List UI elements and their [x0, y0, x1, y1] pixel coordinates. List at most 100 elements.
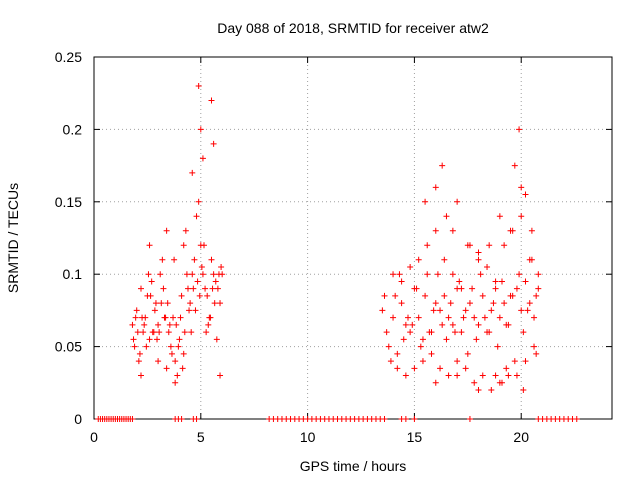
data-point — [191, 256, 198, 263]
data-point — [405, 314, 412, 321]
data-point — [167, 343, 174, 350]
data-point — [526, 256, 533, 263]
data-point — [498, 278, 505, 285]
data-point — [454, 358, 461, 365]
data-point — [507, 227, 514, 234]
data-point — [422, 198, 429, 205]
data-point — [385, 343, 392, 350]
data-point — [441, 256, 448, 263]
data-point — [522, 358, 529, 365]
x-axis-label: GPS time / hours — [300, 458, 407, 474]
data-point — [172, 379, 179, 386]
data-point — [130, 336, 137, 343]
data-point — [424, 271, 431, 278]
data-point — [498, 379, 505, 386]
data-point — [516, 271, 523, 278]
data-point — [129, 321, 136, 328]
data-point — [492, 278, 499, 285]
data-point — [162, 314, 169, 321]
data-point — [535, 285, 542, 292]
data-point — [484, 263, 491, 270]
data-point — [471, 314, 478, 321]
data-point — [136, 350, 143, 357]
data-point — [511, 162, 518, 169]
data-point — [189, 271, 196, 278]
data-point — [533, 292, 540, 299]
data-point — [479, 372, 486, 379]
data-point — [503, 321, 510, 328]
y-tick-label: 0.2 — [63, 121, 83, 137]
data-point — [492, 372, 499, 379]
data-point — [432, 300, 439, 307]
data-point — [407, 263, 414, 270]
data-point — [443, 213, 450, 220]
data-point — [158, 300, 165, 307]
data-point — [390, 271, 397, 278]
data-point — [475, 249, 482, 256]
data-point — [217, 372, 224, 379]
data-point — [520, 387, 527, 394]
data-point — [178, 416, 185, 422]
data-point — [381, 292, 388, 299]
data-point — [207, 314, 214, 321]
data-point — [187, 300, 194, 307]
gridlines — [94, 57, 612, 419]
data-point — [486, 329, 493, 336]
data-point — [454, 198, 461, 205]
data-point — [432, 184, 439, 191]
data-point — [400, 336, 407, 343]
data-point — [528, 227, 535, 234]
data-point — [409, 321, 416, 328]
data-point — [171, 256, 178, 263]
data-point — [157, 271, 164, 278]
data-point — [205, 321, 212, 328]
data-point — [458, 285, 465, 292]
data-point — [486, 242, 493, 249]
data-point — [460, 314, 467, 321]
data-point — [490, 300, 497, 307]
data-points — [95, 82, 580, 422]
data-point — [394, 365, 401, 372]
chart-title: Day 088 of 2018, SRMTID for receiver atw… — [217, 20, 489, 36]
data-point — [137, 372, 144, 379]
data-point — [473, 336, 480, 343]
data-point — [213, 336, 220, 343]
data-point — [518, 184, 525, 191]
data-point — [152, 300, 159, 307]
data-point — [184, 285, 191, 292]
data-point — [466, 416, 473, 422]
data-point — [432, 227, 439, 234]
x-tick-label: 10 — [300, 429, 316, 445]
data-point — [496, 213, 503, 220]
data-point — [151, 307, 158, 314]
data-point — [407, 329, 414, 336]
data-point — [419, 358, 426, 365]
data-point — [443, 336, 450, 343]
data-point — [402, 321, 409, 328]
data-point — [214, 285, 221, 292]
data-point — [522, 191, 529, 198]
data-point — [199, 271, 206, 278]
data-point — [170, 314, 177, 321]
data-point — [180, 350, 187, 357]
data-point — [488, 387, 495, 394]
data-point — [163, 365, 170, 372]
data-point — [193, 213, 200, 220]
data-point — [129, 416, 136, 422]
data-point — [143, 343, 150, 350]
data-point — [175, 343, 182, 350]
data-point — [137, 285, 144, 292]
data-point — [194, 278, 201, 285]
x-tick-label: 0 — [90, 429, 98, 445]
data-point — [193, 416, 200, 422]
data-point — [426, 329, 433, 336]
data-point — [449, 321, 456, 328]
data-point — [211, 300, 218, 307]
data-point — [186, 307, 193, 314]
data-point — [413, 285, 420, 292]
data-point — [148, 278, 155, 285]
data-point — [456, 278, 463, 285]
data-point — [507, 292, 514, 299]
